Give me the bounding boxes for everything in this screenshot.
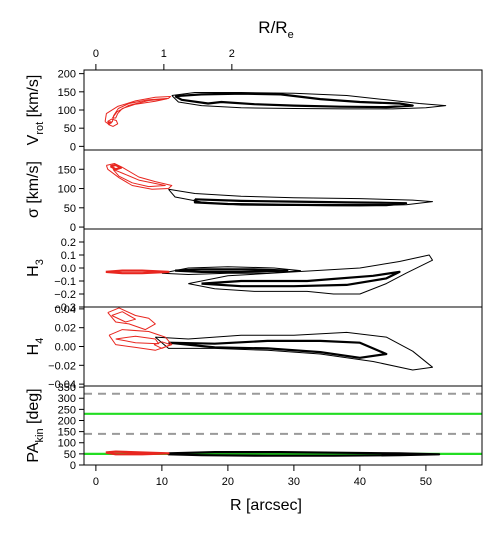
y-tick-label: 250: [58, 404, 76, 416]
contour-red-5: [115, 335, 160, 345]
panel-pa-ylabel: PAkin [deg]: [25, 388, 46, 462]
y-tick-label: 0.04: [55, 304, 76, 316]
y-tick-label: 0.02: [55, 323, 76, 335]
panel-h3-plot: [105, 254, 433, 295]
contour-black-2: [175, 268, 289, 273]
y-tick-label: 0: [70, 222, 76, 234]
y-tick-label: 300: [58, 393, 76, 405]
top-tick-label: 0: [93, 48, 99, 60]
panel-pa-plot: [84, 392, 482, 457]
panel-h4: −0.04 −0.02 0.00 0.02 0.04 H4: [25, 304, 483, 391]
y-tick-label: 100: [58, 184, 76, 196]
y-tick-label: 100: [58, 438, 76, 450]
contour-black-0: [154, 331, 433, 371]
contour-red-3: [111, 98, 168, 119]
panel-vrot-plot: [104, 92, 447, 127]
panel-h4-frame: [83, 306, 483, 387]
contour-black-1: [174, 92, 414, 109]
panel-h3: −0.3−0.2−0.10.00.10.2 H3: [25, 228, 483, 314]
y-tick-label: 350: [58, 382, 76, 394]
contour-red-4: [109, 163, 123, 171]
contour-red-4: [105, 269, 170, 275]
x-axis-label: R [arcsec]: [230, 497, 302, 514]
y-tick-label: 50: [64, 123, 76, 135]
contour-red-3: [111, 311, 136, 323]
contour-red-1: [105, 450, 170, 456]
contour-black-3: [201, 270, 401, 288]
contour-black-0: [161, 266, 301, 275]
contour-black-1: [193, 198, 408, 207]
panel-h3-ylabel: H3: [25, 259, 46, 277]
panel-sigma-plot: [105, 163, 433, 207]
panel-pa-frame: [83, 385, 483, 466]
contour-black-0: [171, 92, 447, 110]
top-axis-label: R/Re: [258, 18, 293, 41]
panel-sigma-frame: [83, 149, 483, 230]
y-tick-label: 0.1: [61, 250, 76, 262]
x-tick-label: 20: [222, 476, 234, 488]
contour-black-0: [167, 451, 441, 457]
panel-vrot-y-ticks: 0 50 100 150 200: [58, 69, 84, 153]
top-tick-label: 1: [161, 48, 167, 60]
y-tick-label: 0.00: [55, 342, 76, 354]
y-tick-label: 150: [58, 164, 76, 176]
y-tick-label: −0.3: [54, 302, 76, 314]
panel-sigma: 0 50 100 150 σ [km/s]: [25, 149, 483, 234]
panel-h4-y-ticks: −0.04 −0.02 0.00 0.02 0.04: [48, 304, 84, 391]
y-tick-label: 100: [58, 105, 76, 117]
y-tick-label: 200: [58, 69, 76, 81]
bottom-axis: 0 10 20 30 40 50 R [arcsec]: [93, 465, 432, 514]
x-tick-label: 40: [354, 476, 366, 488]
panel-vrot: 0 50 100 150 200 Vrot [km/s]: [25, 69, 483, 153]
y-tick-label: 150: [58, 427, 76, 439]
panel-vrot-frame: [83, 69, 483, 151]
x-tick-label: 50: [420, 476, 432, 488]
panel-sigma-ylabel: σ [km/s]: [25, 161, 42, 218]
y-tick-label: 0: [70, 141, 76, 153]
y-tick-label: 0: [70, 460, 76, 472]
y-tick-label: 0.0: [61, 263, 76, 275]
y-tick-label: 150: [58, 87, 76, 99]
top-axis: R/Re 0 1 2: [93, 18, 294, 70]
x-tick-label: 10: [156, 476, 168, 488]
panel-h3-y-ticks: −0.3−0.2−0.10.00.10.2: [54, 237, 84, 314]
y-tick-label: 50: [64, 449, 76, 461]
panel-h4-plot: [107, 307, 433, 371]
y-tick-label: 50: [64, 203, 76, 215]
y-tick-label: −0.2: [54, 289, 76, 301]
y-tick-label: 0.2: [61, 237, 76, 249]
y-tick-label: −0.02: [48, 360, 76, 372]
y-tick-label: −0.04: [48, 379, 76, 391]
y-tick-label: 200: [58, 415, 76, 427]
contour-black-1: [188, 254, 433, 295]
panel-sigma-y-ticks: 0 50 100 150: [58, 164, 84, 234]
contour-red-3: [112, 168, 166, 188]
panel-vrot-ylabel: Vrot [km/s]: [25, 75, 46, 146]
y-tick-label: −0.1: [54, 276, 76, 288]
contour-red-2: [107, 307, 156, 331]
contour-red-4: [108, 329, 173, 351]
panel-h4-ylabel: H4: [25, 338, 46, 356]
top-tick-label: 2: [229, 48, 235, 60]
contour-black-1: [168, 339, 388, 359]
panel-h3-frame: [83, 228, 483, 308]
contour-red-6: [153, 341, 171, 349]
x-tick-label: 30: [288, 476, 300, 488]
x-tick-label: 0: [93, 476, 99, 488]
